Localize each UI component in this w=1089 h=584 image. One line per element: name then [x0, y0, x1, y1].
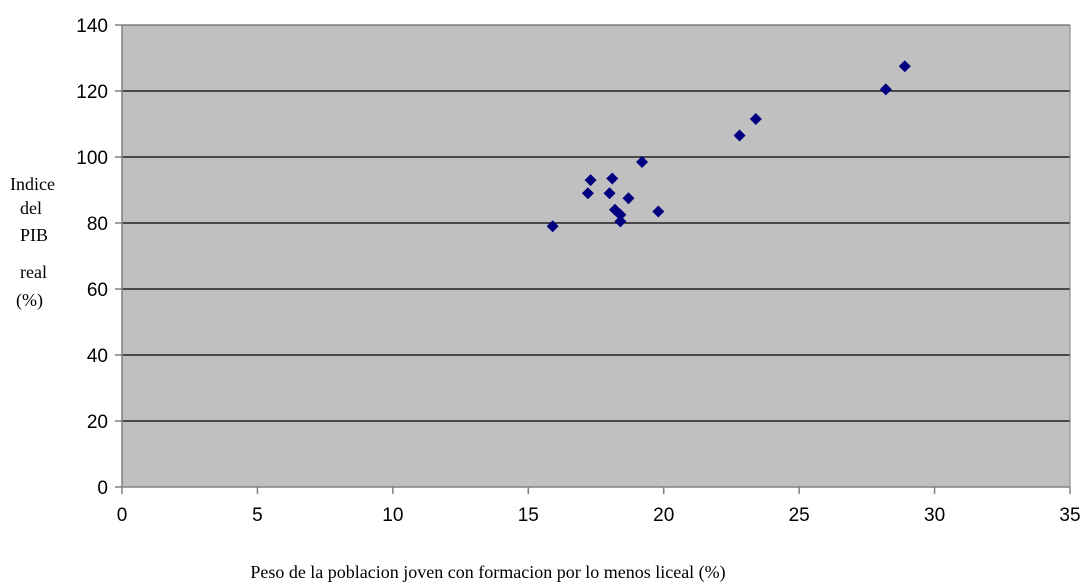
x-tick-label: 10: [382, 505, 403, 526]
plot-area: [122, 25, 1070, 487]
x-tick-label: 20: [653, 505, 674, 526]
data-point: [879, 83, 892, 96]
y-axis-title-line: (%): [16, 290, 43, 311]
y-tick-label: 20: [87, 412, 108, 433]
y-tick-label: 40: [87, 346, 108, 367]
data-point: [614, 215, 627, 228]
data-point: [733, 129, 746, 142]
y-tick-label: 100: [76, 148, 108, 169]
data-point: [584, 174, 597, 187]
x-tick-label: 15: [518, 505, 539, 526]
data-point: [603, 187, 616, 200]
y-tick-labels: 0 20 40 60 80 100 120 140: [76, 16, 108, 499]
data-point: [898, 60, 911, 73]
y-tick-label: 140: [76, 16, 108, 37]
data-point: [614, 208, 627, 221]
y-axis-title-line: Indice: [10, 174, 55, 194]
x-axis-title: Peso de la poblacion joven con formacion…: [250, 562, 725, 583]
data-point: [581, 187, 594, 200]
x-tick-label: 25: [789, 505, 810, 526]
x-tick-label: 5: [252, 505, 263, 526]
x-tick-labels: 0 5 10 15 20 25 30 35: [117, 505, 1081, 526]
y-tick-label: 0: [97, 478, 108, 499]
y-tick-label: 60: [87, 280, 108, 301]
data-points: [546, 60, 911, 233]
data-point: [546, 220, 559, 233]
x-tick-label: 30: [924, 505, 945, 526]
y-tick-label: 80: [87, 214, 108, 235]
y-tick-label: 120: [76, 82, 108, 103]
data-point: [652, 205, 665, 218]
axes: [115, 24, 1071, 494]
x-tick-label: 0: [117, 505, 128, 526]
data-point: [622, 192, 635, 205]
data-point: [606, 172, 619, 185]
y-axis-title-line: del: [20, 198, 42, 218]
data-point: [636, 155, 649, 168]
y-axis-title-line: real: [20, 262, 47, 282]
y-axis-title-line: PIB: [20, 225, 48, 245]
y-axis-title: Indice del PIB real (%): [10, 174, 55, 311]
x-tick-label: 35: [1059, 505, 1080, 526]
data-point: [749, 113, 762, 126]
